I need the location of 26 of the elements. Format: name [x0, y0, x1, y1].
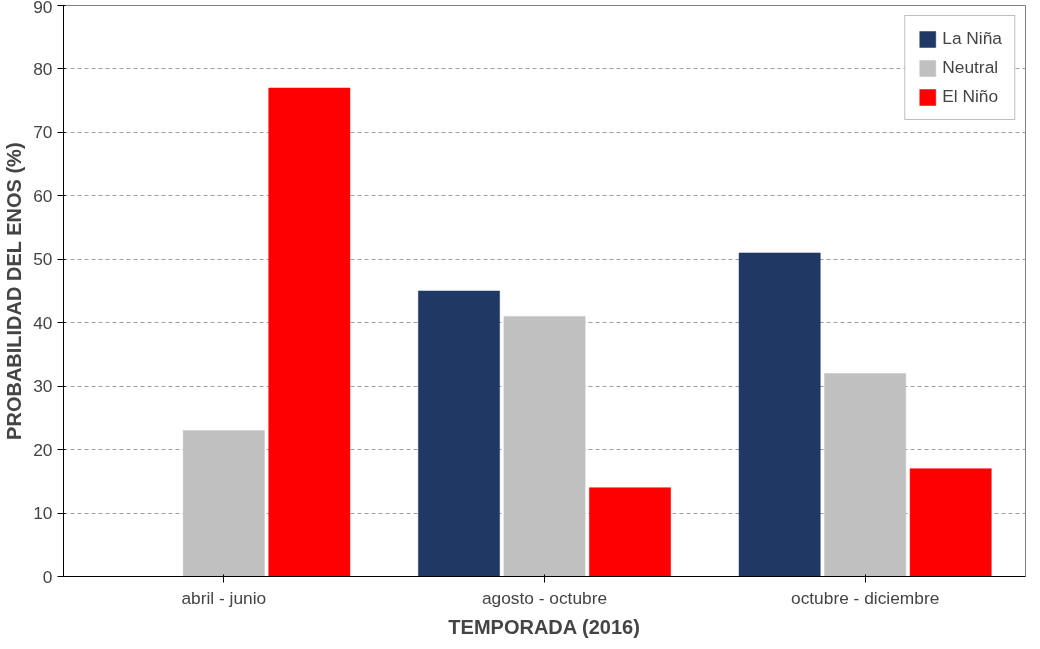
x-tick-label: octubre - diciembre — [791, 587, 940, 608]
y-tick-label: 70 — [33, 122, 53, 143]
y-tick-label: 50 — [33, 249, 53, 270]
bar — [182, 430, 265, 577]
y-tick-label: 90 — [33, 0, 53, 17]
bar — [738, 252, 821, 577]
legend-label: La Niña — [942, 28, 1002, 49]
x-axis-title: TEMPORADA (2016) — [448, 615, 640, 638]
y-tick-label: 60 — [33, 185, 53, 206]
bar — [909, 468, 992, 577]
y-tick-label: 40 — [33, 312, 53, 333]
legend-label: El Niño — [942, 86, 999, 107]
y-tick-label: 0 — [42, 566, 53, 587]
bar — [418, 290, 500, 577]
y-tick-label: 10 — [33, 503, 53, 524]
x-tick-label: abril - junio — [181, 587, 267, 608]
y-axis-title: PROBABILIDAD DEL ENOS (%) — [3, 142, 26, 440]
bar — [268, 87, 351, 577]
y-tick-label: 20 — [33, 439, 53, 460]
bar — [824, 373, 907, 577]
y-tick-label: 80 — [33, 58, 53, 79]
y-tick-label: 30 — [33, 376, 53, 397]
legend-label: Neutral — [942, 57, 999, 78]
bar — [503, 316, 586, 577]
x-tick-label: agosto - octubre — [481, 587, 608, 608]
bar — [589, 487, 671, 577]
